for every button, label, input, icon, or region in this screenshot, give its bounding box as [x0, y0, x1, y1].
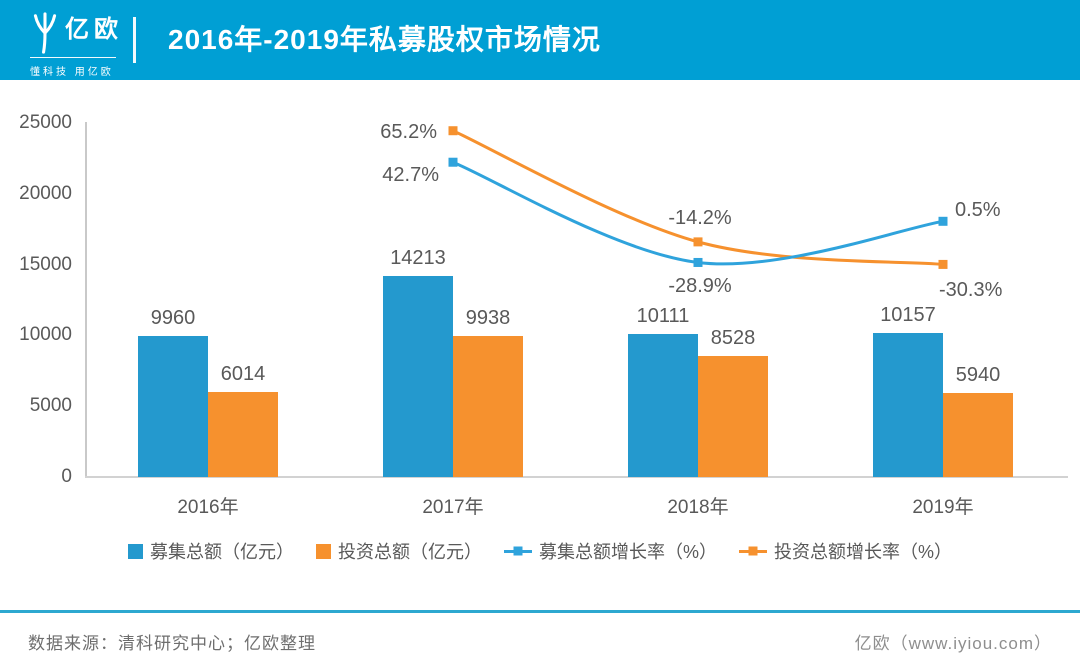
site-credit-text: 亿欧（www.iyiou.com）	[854, 634, 1052, 653]
logo-underline	[30, 57, 116, 58]
line-marker	[938, 216, 948, 226]
legend-line-marker-icon	[513, 546, 523, 556]
y-axis-tick-label: 25000	[19, 112, 72, 133]
page-title: 2016年-2019年私募股权市场情况	[168, 24, 601, 55]
y-axis-tick-label: 20000	[19, 182, 72, 204]
bar-value-label: 14213	[390, 246, 446, 269]
logo-text: 亿欧	[65, 16, 123, 43]
line-marker	[693, 237, 703, 247]
x-axis-category-label: 2016年	[177, 497, 239, 518]
x-axis-category-label: 2018年	[667, 497, 729, 518]
legend-item: 募集总额增长率（%）	[503, 538, 717, 564]
x-axis-category-label: 2017年	[422, 497, 484, 518]
y-axis-tick-label: 15000	[19, 253, 72, 275]
logo-tagline: 懂科技 用亿欧	[30, 67, 114, 78]
y-axis-tick-label: 5000	[29, 395, 72, 417]
growth-value-label: -30.3%	[939, 279, 1003, 302]
line-marker	[693, 257, 703, 267]
line-marker	[938, 259, 948, 269]
line-marker	[448, 126, 458, 136]
legend-item: 投资总额（亿元）	[315, 538, 482, 564]
y-axis-line	[85, 122, 87, 478]
growth-value-label: -14.2%	[668, 206, 732, 229]
legend-label: 募集总额增长率（%）	[538, 542, 717, 562]
legend-line-swatch-icon	[503, 546, 532, 556]
legend-item: 募集总额（亿元）	[127, 538, 294, 564]
bar-value-label: 10111	[636, 304, 690, 327]
data-source-text: 数据来源：清科研究中心；亿欧整理	[28, 634, 316, 653]
bar-value-label: 6014	[220, 362, 266, 385]
chart-area: 募集总额（亿元） 投资总额（亿元） 募集总额增长率（%） 投资总额增长率（%） 0 50…	[0, 80, 1080, 610]
bar-investment	[943, 392, 1013, 477]
bar-fundraising	[873, 333, 943, 477]
legend-line-swatch-icon	[739, 546, 767, 556]
bar-investment	[208, 391, 278, 477]
growth-value-label: 65.2%	[380, 120, 437, 143]
legend-bar-swatch-icon	[315, 543, 331, 559]
bar-value-label: 10157	[880, 304, 936, 327]
growth-value-label: -28.9%	[668, 275, 732, 298]
bar-value-label: 9960	[150, 306, 196, 329]
bar-fundraising	[138, 335, 208, 477]
bar-fundraising	[383, 275, 453, 477]
line-marker	[448, 157, 458, 167]
bar-investment	[453, 336, 523, 477]
legend-item: 投资总额增长率（%）	[739, 538, 952, 564]
header-divider	[133, 17, 136, 63]
bar-investment	[698, 356, 768, 477]
bar-value-label: 8528	[710, 327, 756, 350]
bar-value-label: 9938	[465, 307, 511, 330]
x-axis-line	[85, 476, 1068, 478]
x-axis-category-label: 2019年	[912, 497, 974, 518]
bar-fundraising	[628, 333, 698, 477]
bar-value-label: 5940	[955, 363, 1001, 386]
logo: 亿欧 懂科技 用亿欧	[30, 11, 123, 80]
legend-label: 投资总额（亿元）	[337, 542, 482, 562]
growth-value-label: 42.7%	[382, 164, 439, 187]
y-axis-tick-label: 10000	[19, 324, 72, 346]
legend-label: 募集总额（亿元）	[149, 542, 294, 562]
legend-label: 投资总额增长率（%）	[774, 542, 953, 562]
legend-bar-swatch-icon	[127, 543, 143, 559]
legend-line-marker-icon	[748, 546, 758, 556]
y-axis-tick-label: 0	[61, 466, 72, 487]
legend: 募集总额（亿元） 投资总额（亿元） 募集总额增长率（%） 投资总额增长率（%）	[0, 538, 1080, 564]
growth-line	[451, 129, 945, 266]
header-banner: 亿欧 懂科技 用亿欧 2016年-2019年私募股权市场情况	[0, 0, 1080, 80]
logo-y-icon	[33, 12, 57, 54]
footer-divider	[0, 610, 1080, 613]
growth-value-label: 0.5%	[955, 199, 1001, 222]
